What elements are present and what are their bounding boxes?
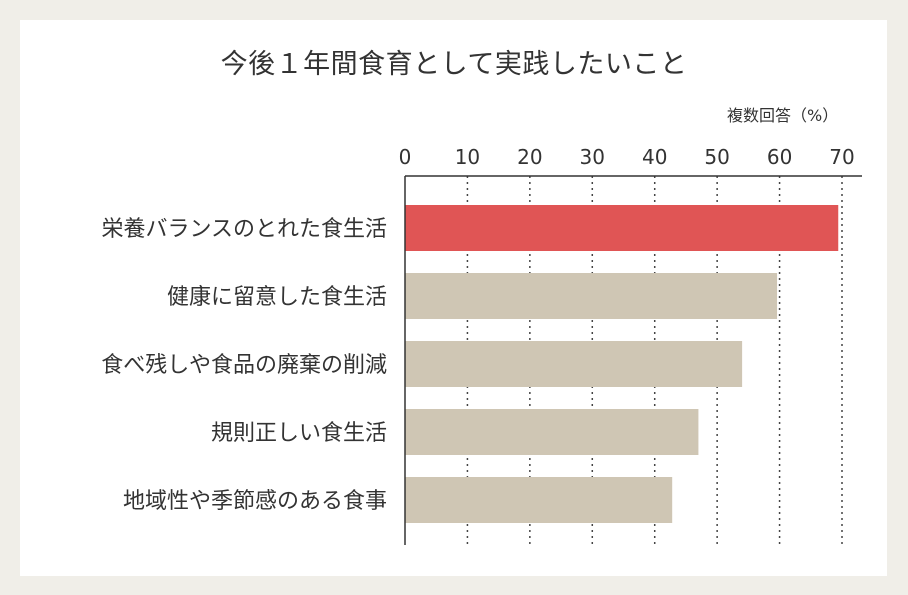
bar-4: [405, 477, 673, 523]
x-tick-label-30: 30: [580, 145, 605, 169]
category-label-1: 健康に留意した食生活: [167, 285, 387, 310]
x-tick-label-60: 60: [767, 145, 792, 169]
x-tick-label-20: 20: [517, 145, 542, 169]
x-tick-label-0: 0: [399, 145, 412, 169]
x-tick-label-10: 10: [455, 145, 480, 169]
bar-0: [405, 205, 839, 251]
category-label-4: 地域性や季節感のある食事: [123, 489, 387, 514]
x-tick-label-50: 50: [704, 145, 729, 169]
bar-2: [405, 341, 743, 387]
x-tick-label-40: 40: [642, 145, 667, 169]
bars: [405, 205, 839, 523]
x-tick-labels: 0 10 20 30 40 50 60 70: [399, 145, 855, 169]
x-tick-label-70: 70: [829, 145, 854, 169]
category-labels: 栄養バランスのとれた食生活健康に留意した食生活食べ残しや食品の廃棄の削減規則正し…: [101, 217, 387, 514]
category-label-2: 食べ残しや食品の廃棄の削減: [101, 353, 387, 378]
category-label-0: 栄養バランスのとれた食生活: [101, 217, 387, 242]
chart-title: 今後１年間食育として実践したいこと: [220, 49, 688, 80]
bar-1: [405, 273, 778, 319]
category-label-3: 規則正しい食生活: [211, 421, 387, 446]
axes: [404, 175, 862, 545]
unit-label: 複数回答（%）: [727, 106, 839, 125]
bar-3: [405, 409, 699, 455]
